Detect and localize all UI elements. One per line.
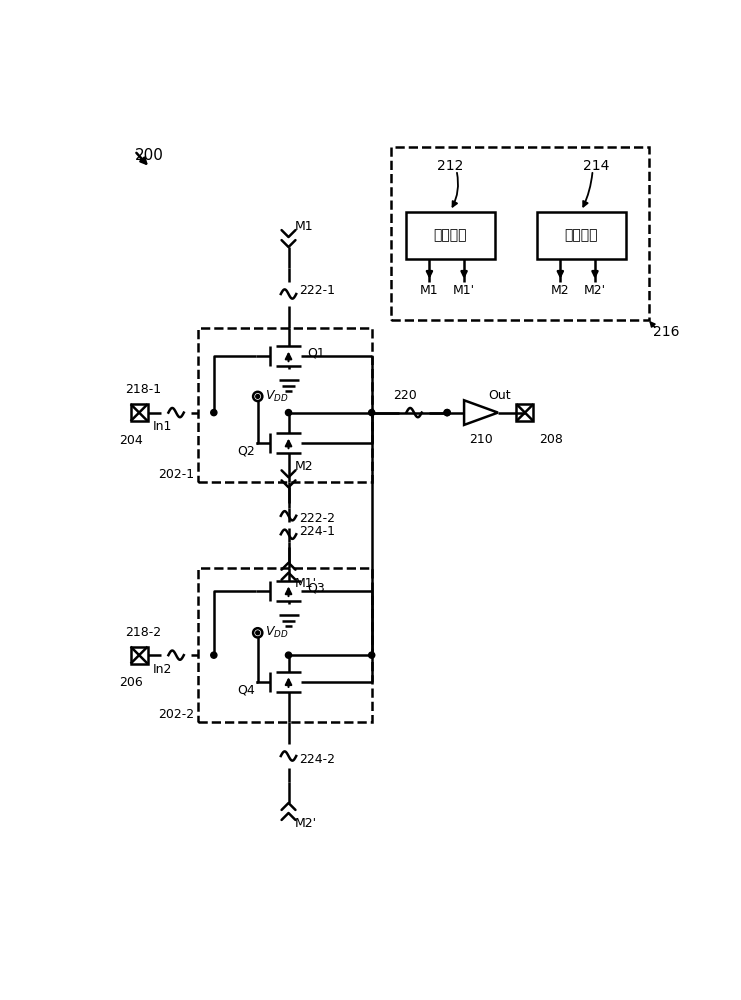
Text: 212: 212 xyxy=(437,159,463,173)
Text: M1: M1 xyxy=(420,284,439,297)
Text: Out: Out xyxy=(488,389,511,402)
Bar xyxy=(516,404,534,421)
Text: 222-2: 222-2 xyxy=(299,512,335,525)
Text: M1': M1' xyxy=(295,577,317,590)
Text: In1: In1 xyxy=(153,420,173,433)
Text: 216: 216 xyxy=(653,325,679,339)
Bar xyxy=(199,568,372,722)
Text: M2: M2 xyxy=(295,460,313,473)
Circle shape xyxy=(210,652,217,658)
Text: $V_{DD}$: $V_{DD}$ xyxy=(265,625,289,640)
Circle shape xyxy=(444,410,451,416)
Text: $V_{DD}$: $V_{DD}$ xyxy=(265,389,289,404)
Text: Q2: Q2 xyxy=(238,445,256,458)
Text: 210: 210 xyxy=(469,433,493,446)
Text: 214: 214 xyxy=(583,159,610,173)
Text: M2': M2' xyxy=(295,817,317,830)
Text: 存储单元: 存储单元 xyxy=(565,229,598,242)
Text: 206: 206 xyxy=(119,676,143,689)
Text: 218-2: 218-2 xyxy=(125,626,161,639)
Text: 222-1: 222-1 xyxy=(299,284,335,297)
Text: M1: M1 xyxy=(295,220,313,233)
Text: 204: 204 xyxy=(119,434,143,447)
Circle shape xyxy=(256,631,259,635)
Text: 202-1: 202-1 xyxy=(159,468,195,481)
Bar xyxy=(406,212,495,259)
Circle shape xyxy=(368,410,375,416)
Circle shape xyxy=(285,652,292,658)
Text: 202-2: 202-2 xyxy=(159,708,195,721)
Text: 200: 200 xyxy=(135,148,164,163)
Bar xyxy=(199,328,372,482)
Text: Q3: Q3 xyxy=(307,582,325,595)
Bar xyxy=(130,647,147,664)
Text: 224-2: 224-2 xyxy=(299,753,335,766)
Text: In2: In2 xyxy=(153,663,173,676)
Text: 224-1: 224-1 xyxy=(299,525,335,538)
Circle shape xyxy=(256,395,259,398)
Circle shape xyxy=(444,410,451,416)
Circle shape xyxy=(368,652,375,658)
Bar xyxy=(130,404,147,421)
Circle shape xyxy=(210,410,217,416)
Text: Q4: Q4 xyxy=(238,683,256,696)
Text: 220: 220 xyxy=(393,389,417,402)
Bar xyxy=(537,212,626,259)
Text: Q1: Q1 xyxy=(307,347,325,360)
Circle shape xyxy=(285,410,292,416)
Text: M1': M1' xyxy=(453,284,475,297)
Bar xyxy=(391,147,649,320)
Text: 218-1: 218-1 xyxy=(125,383,161,396)
Text: M2: M2 xyxy=(551,284,570,297)
Text: M2': M2' xyxy=(584,284,606,297)
Text: 存储单元: 存储单元 xyxy=(433,229,467,242)
Text: 208: 208 xyxy=(539,433,562,446)
